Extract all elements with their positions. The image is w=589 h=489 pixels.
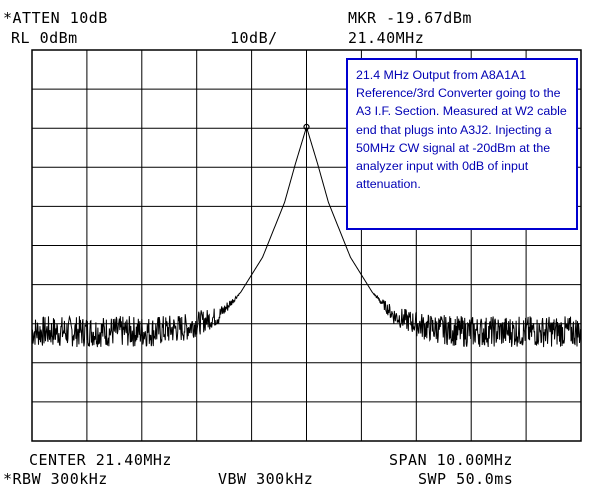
reference-level-label: RL 0dBm [11,29,78,47]
center-frequency-label: CENTER 21.40MHz [29,451,172,469]
attenuation-label: *ATTEN 10dB [3,9,108,27]
marker-icon [303,123,310,131]
annotation-box: 21.4 MHz Output from A8A1A1 Reference/3r… [346,58,578,230]
resolution-bandwidth-label: *RBW 300kHz [3,470,108,488]
sweep-time-label: SWP 50.0ms [418,470,514,488]
scale-label: 10dB/ [230,29,278,47]
span-label: SPAN 10.00MHz [389,451,513,469]
video-bandwidth-label: VBW 300kHz [218,470,314,488]
marker-frequency-label: 21.40MHz [348,29,425,47]
spectrum-trace [31,125,582,348]
marker-level-label: MKR -19.67dBm [348,9,472,27]
